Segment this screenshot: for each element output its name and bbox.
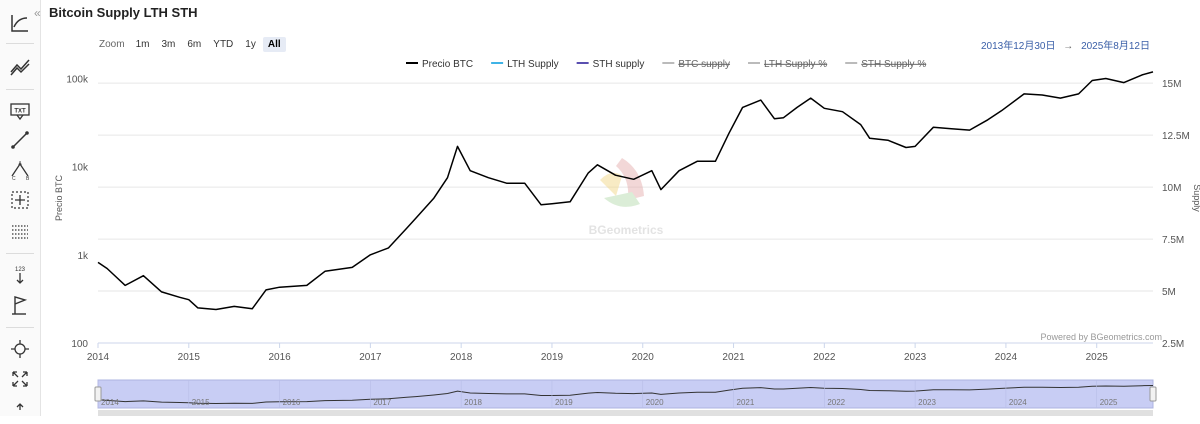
navigator-tick-label: 2017 — [373, 398, 391, 407]
navigator-tick-label: 2024 — [1009, 398, 1027, 407]
legend: Precio BTC LTH Supply STH supply BTC supply… — [406, 59, 926, 70]
right-tick-label: 7.5M — [1162, 235, 1184, 246]
x-tick-label: 2022 — [813, 352, 836, 363]
navigator-right-handle[interactable] — [1150, 387, 1156, 401]
x-tick-label: 2018 — [450, 352, 473, 363]
navigator-selection[interactable] — [98, 380, 1153, 408]
legend-item-btc-supply[interactable]: BTC supply — [662, 59, 730, 70]
legend-item-sth-supply[interactable]: STH supply — [577, 59, 645, 70]
navigator-tick-label: 2021 — [737, 398, 755, 407]
x-tick-label: 2025 — [1086, 352, 1109, 363]
right-tick-label: 15M — [1162, 79, 1181, 90]
credits-link[interactable]: Powered by BGeometrics.com — [1040, 332, 1162, 342]
navigator-tick-label: 2014 — [101, 398, 119, 407]
x-tick-label: 2023 — [904, 352, 927, 363]
navigator-tick-label: 2015 — [192, 398, 210, 407]
x-tick-label: 2015 — [178, 352, 201, 363]
legend-item-lth-supply[interactable]: LTH Supply — [491, 59, 559, 70]
right-tick-label: 12.5M — [1162, 131, 1190, 142]
navigator-tick-label: 2016 — [283, 398, 301, 407]
legend-item-precio-btc[interactable]: Precio BTC — [406, 59, 473, 70]
left-tick-label: 100k — [66, 75, 89, 86]
series-line-precio-btc — [98, 72, 1153, 310]
legend-label: LTH Supply — [507, 59, 559, 70]
x-tick-label: 2021 — [722, 352, 745, 363]
legend-label: STH Supply % — [861, 59, 926, 70]
x-tick-label: 2017 — [359, 352, 382, 363]
left-tick-label: 100 — [71, 339, 88, 350]
left-axis-title: Precio BTC — [54, 174, 64, 221]
navigator-tick-label: 2019 — [555, 398, 573, 407]
legend-label: Precio BTC — [422, 59, 473, 70]
x-tick-label: 2014 — [87, 352, 110, 363]
x-tick-label: 2016 — [268, 352, 291, 363]
legend-label: LTH Supply % — [764, 59, 827, 70]
x-tick-label: 2019 — [541, 352, 564, 363]
legend-item-sth-supply-[interactable]: STH Supply % — [845, 59, 926, 70]
navigator-tick-label: 2020 — [646, 398, 664, 407]
watermark-text: BGeometrics — [589, 223, 664, 237]
left-tick-label: 10k — [72, 163, 89, 174]
right-tick-label: 5M — [1162, 287, 1176, 298]
right-tick-label: 2.5M — [1162, 339, 1184, 350]
navigator-tick-label: 2018 — [464, 398, 482, 407]
x-tick-label: 2020 — [632, 352, 655, 363]
navigator-scrollbar[interactable] — [98, 410, 1153, 416]
right-axis-title: Supply — [1192, 184, 1200, 212]
x-tick-label: 2024 — [995, 352, 1018, 363]
left-tick-label: 1k — [77, 251, 89, 262]
watermark: BGeometrics — [589, 158, 664, 237]
legend-label: BTC supply — [678, 59, 730, 70]
navigator-tick-label: 2025 — [1100, 398, 1118, 407]
navigator-left-handle[interactable] — [95, 387, 101, 401]
navigator-tick-label: 2023 — [918, 398, 936, 407]
right-tick-label: 10M — [1162, 183, 1181, 194]
legend-label: STH supply — [593, 59, 645, 70]
navigator: 2014 2015 2016 2017 2018 2019 2020 2021 2022 2023… — [95, 380, 1156, 416]
watermark-logo-icon — [600, 158, 644, 207]
legend-item-lth-supply-[interactable]: LTH Supply % — [748, 59, 827, 70]
navigator-tick-label: 2022 — [827, 398, 845, 407]
